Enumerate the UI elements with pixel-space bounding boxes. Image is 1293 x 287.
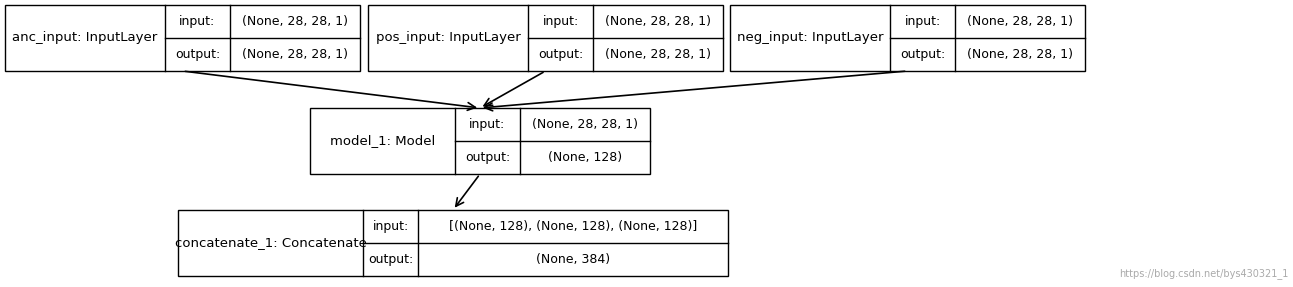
Text: pos_input: InputLayer: pos_input: InputLayer xyxy=(376,32,520,44)
Text: input:: input: xyxy=(904,15,940,28)
Bar xyxy=(5,5,359,71)
Text: model_1: Model: model_1: Model xyxy=(330,135,436,148)
Bar xyxy=(369,5,723,71)
Text: (None, 28, 28, 1): (None, 28, 28, 1) xyxy=(242,48,348,61)
Text: [(None, 128), (None, 128), (None, 128)]: [(None, 128), (None, 128), (None, 128)] xyxy=(449,220,697,233)
Text: input:: input: xyxy=(469,118,506,131)
Text: input:: input: xyxy=(180,15,216,28)
Text: (None, 128): (None, 128) xyxy=(548,151,622,164)
Bar xyxy=(731,5,1085,71)
Text: output:: output: xyxy=(175,48,220,61)
Text: (None, 28, 28, 1): (None, 28, 28, 1) xyxy=(605,15,711,28)
Text: anc_input: InputLayer: anc_input: InputLayer xyxy=(13,32,158,44)
Text: https://blog.csdn.net/bys430321_1: https://blog.csdn.net/bys430321_1 xyxy=(1118,268,1288,279)
Text: input:: input: xyxy=(372,220,409,233)
Text: output:: output: xyxy=(900,48,945,61)
Text: output:: output: xyxy=(465,151,511,164)
Text: output:: output: xyxy=(369,253,414,266)
Text: (None, 28, 28, 1): (None, 28, 28, 1) xyxy=(967,48,1073,61)
Text: output:: output: xyxy=(538,48,583,61)
Text: (None, 28, 28, 1): (None, 28, 28, 1) xyxy=(967,15,1073,28)
Bar xyxy=(310,108,650,174)
Text: (None, 28, 28, 1): (None, 28, 28, 1) xyxy=(531,118,637,131)
Text: (None, 28, 28, 1): (None, 28, 28, 1) xyxy=(242,15,348,28)
Text: concatenate_1: Concatenate: concatenate_1: Concatenate xyxy=(175,236,366,249)
Text: (None, 28, 28, 1): (None, 28, 28, 1) xyxy=(605,48,711,61)
Text: (None, 384): (None, 384) xyxy=(535,253,610,266)
Bar xyxy=(178,210,728,276)
Text: neg_input: InputLayer: neg_input: InputLayer xyxy=(737,32,883,44)
Text: input:: input: xyxy=(542,15,579,28)
